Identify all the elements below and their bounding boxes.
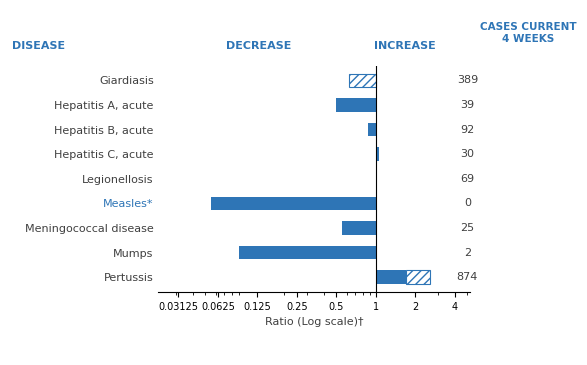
Bar — [349, 74, 376, 87]
Bar — [376, 147, 379, 161]
Text: 389: 389 — [457, 76, 478, 85]
Text: 30: 30 — [460, 149, 474, 159]
Text: 69: 69 — [460, 174, 474, 184]
Bar — [368, 123, 376, 137]
Bar — [336, 98, 376, 112]
Bar — [342, 221, 376, 235]
Text: DECREASE: DECREASE — [225, 41, 291, 51]
Text: 874: 874 — [457, 272, 478, 282]
Text: 25: 25 — [460, 223, 474, 233]
Text: INCREASE: INCREASE — [374, 41, 436, 51]
Text: 2: 2 — [464, 247, 471, 258]
Bar — [376, 270, 406, 284]
X-axis label: Ratio (Log scale)†: Ratio (Log scale)† — [265, 317, 363, 327]
Bar — [211, 197, 376, 210]
Bar — [406, 270, 430, 284]
Text: 39: 39 — [460, 100, 474, 110]
Bar — [239, 246, 376, 260]
Bar — [376, 172, 377, 186]
Text: 0: 0 — [464, 199, 471, 208]
Text: CASES CURRENT
4 WEEKS: CASES CURRENT 4 WEEKS — [480, 22, 576, 44]
Text: 92: 92 — [460, 125, 474, 135]
Text: DISEASE: DISEASE — [12, 41, 65, 51]
